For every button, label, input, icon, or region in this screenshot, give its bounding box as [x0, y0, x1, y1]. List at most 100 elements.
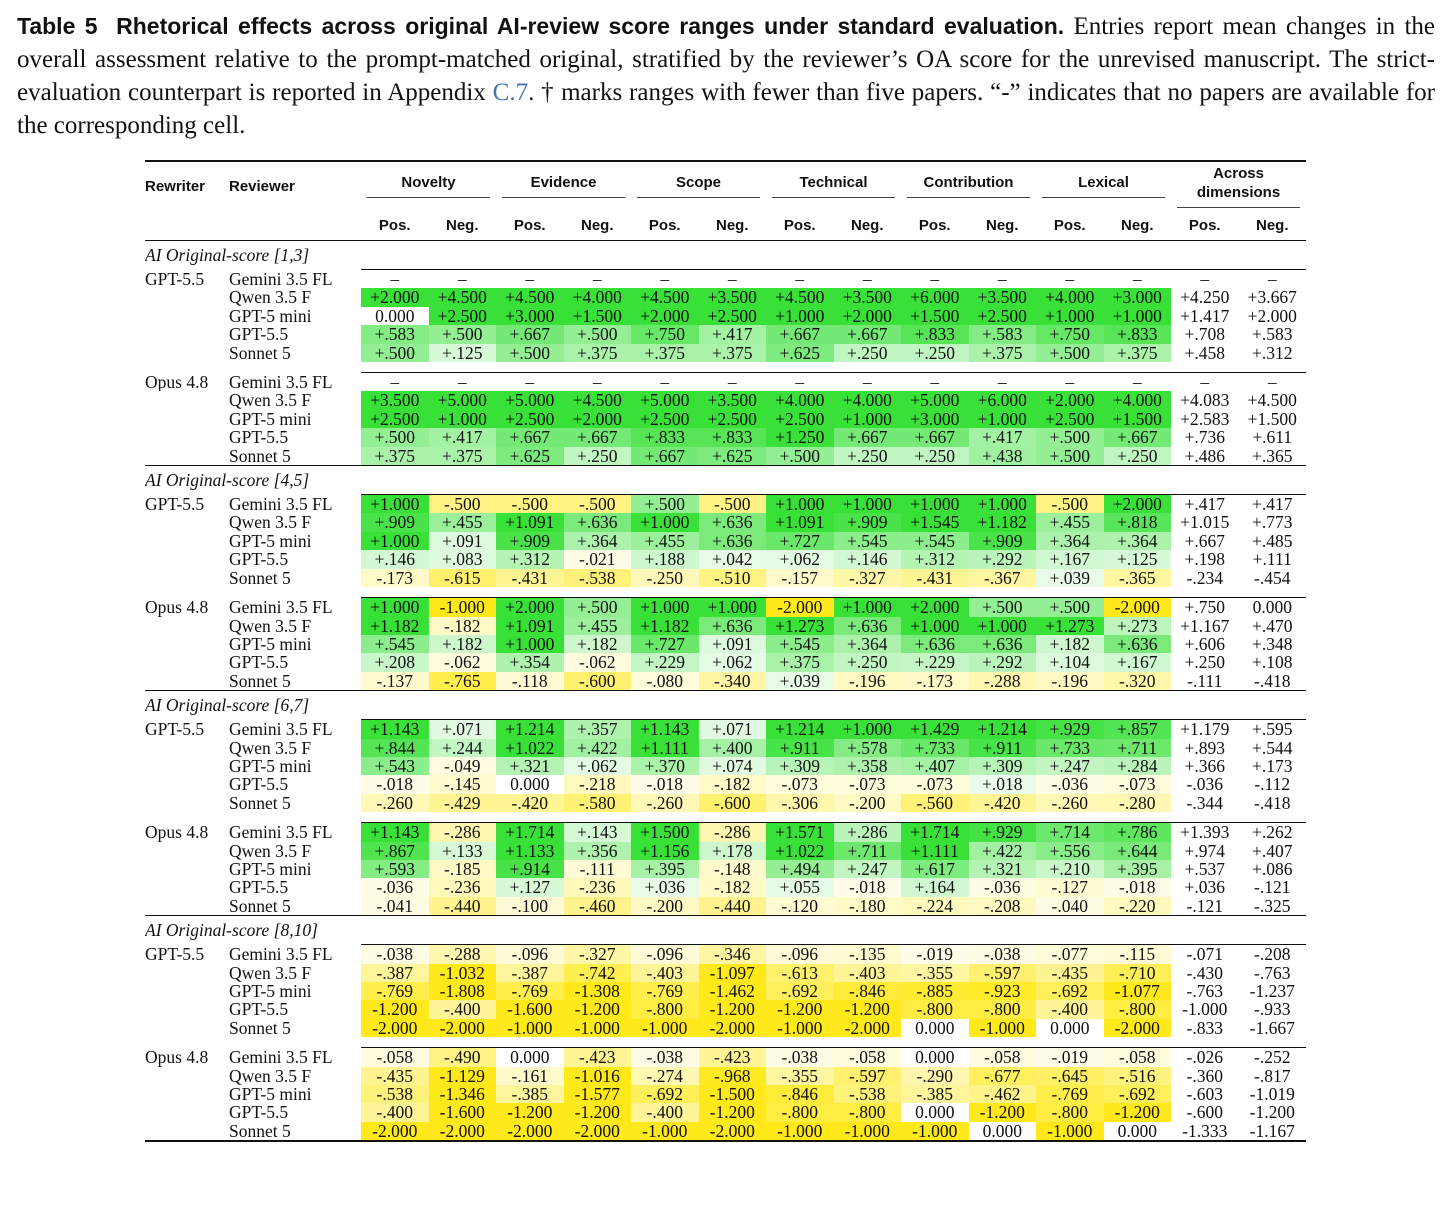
value-cell: -.800 [631, 1000, 699, 1019]
value-cell: -.161 [496, 1066, 564, 1086]
value-cell: +.167 [1103, 653, 1171, 672]
value-cell: +.167 [1036, 550, 1104, 569]
value-cell: -.418 [1254, 793, 1291, 813]
value-cell: -1.000 [428, 598, 496, 617]
table-row: Qwen 3.5 F +.867 +.133 +1.133 +.356 +1.156 +.1… [145, 841, 1306, 860]
table-row: GPT-5 mini 0.000 +2.500 +3.000 +1.500 +2.000 +… [145, 306, 1306, 326]
rewriter-cell: Opus 4.8 [145, 598, 209, 617]
table-row: Qwen 3.5 F +.844 +.244 +1.022 +.422 +1.111 +.4… [145, 738, 1306, 757]
value-cell: -.420 [496, 793, 564, 813]
value-cell: +.309 [766, 756, 834, 776]
value-cell: +.312 [1252, 343, 1293, 363]
table-row: GPT-5.5 +.146 +.083 +.312 -.021 +.188 +.042 +.0… [145, 550, 1306, 569]
value-cell: -.613 [766, 963, 834, 982]
value-cell: +.091 [698, 634, 766, 654]
value-cell: +.929 [1036, 720, 1104, 739]
value-cell: +.667 [1184, 531, 1226, 551]
value-cell: +2.000 [563, 409, 631, 429]
value-cell: -.038 [361, 945, 429, 964]
value-cell: -.460 [563, 896, 631, 916]
value-cell: -.115 [1103, 945, 1171, 964]
value-cell: +.395 [631, 859, 699, 879]
value-cell: +.636 [1103, 634, 1171, 654]
scope-header: Scope [631, 162, 766, 210]
value-cell: -.200 [833, 793, 901, 813]
value-cell: +.375 [631, 343, 699, 363]
value-cell: -.026 [1186, 1048, 1223, 1067]
value-cell: +.375 [968, 343, 1036, 363]
value-cell: +.583 [968, 325, 1036, 344]
value-cell: +.083 [428, 550, 496, 569]
value-cell: +3.500 [698, 288, 766, 307]
subheader-pos: Pos. [378, 216, 411, 234]
value-cell: -.538 [361, 1085, 429, 1104]
value-cell: -.440 [428, 896, 496, 916]
value-cell: +2.000 [833, 306, 901, 326]
evidence-header: Evidence [496, 162, 631, 210]
value-cell: +2.583 [1180, 409, 1230, 429]
value-cell: +3.500 [698, 391, 766, 410]
value-cell: -.346 [698, 945, 766, 964]
value-cell: -1.462 [698, 982, 766, 1001]
value-cell: -.600 [698, 793, 766, 813]
value-cell: +.636 [698, 513, 766, 532]
value-cell: +1.000 [1036, 306, 1104, 326]
value-cell: -1.308 [563, 982, 631, 1001]
value-cell: +1.000 [766, 306, 834, 326]
value-cell: +.611 [1252, 428, 1293, 447]
value-cell: +.104 [1036, 653, 1104, 672]
value-cell: +.773 [1252, 513, 1293, 532]
value-cell: -.111 [563, 859, 631, 879]
value-cell: -.127 [1036, 878, 1104, 897]
value-cell: -.036 [361, 878, 429, 897]
value-cell: +5.000 [496, 391, 564, 410]
value-cell: +.417 [1252, 495, 1293, 514]
appendix-link[interactable]: C.7 [492, 79, 529, 106]
value-cell: +.893 [1184, 738, 1226, 757]
value-cell: -1.200 [1103, 1103, 1171, 1122]
value-cell: +1.417 [1180, 306, 1230, 326]
value-cell: -.400 [631, 1103, 699, 1122]
value-cell: +.286 [833, 823, 901, 842]
value-cell: +.375 [563, 343, 631, 363]
table-row: GPT-5 mini -.538 -1.346 -.385 -1.577 -.692 -1.… [145, 1085, 1306, 1104]
value-cell: +.247 [1036, 756, 1104, 776]
value-cell: +1.500 [1103, 409, 1171, 429]
value-cell: -.500 [496, 495, 564, 514]
value-cell: -.462 [968, 1085, 1036, 1104]
value-cell: -.500 [563, 495, 631, 514]
reviewer-cell: GPT-5.5 [229, 325, 289, 344]
value-cell: +.593 [361, 859, 429, 879]
value-cell: -.387 [496, 963, 564, 982]
table-row: GPT-5.5 -.036 -.236 +.127 -.236 +.036 -.182 +.0… [145, 878, 1306, 897]
value-cell: -.600 [563, 671, 631, 691]
value-cell: +.455 [428, 513, 496, 532]
value-cell: +1.000 [361, 495, 429, 514]
value-cell: +.711 [1103, 738, 1171, 757]
value-cell: +1.143 [631, 720, 699, 739]
value-cell: +.750 [631, 325, 699, 344]
value-cell: +.909 [361, 513, 429, 532]
value-cell: -.137 [361, 671, 429, 691]
value-cell: +.667 [833, 428, 901, 447]
value-cell: -.800 [766, 1103, 834, 1122]
rewriter-cell [145, 288, 229, 306]
value-cell: -.157 [766, 568, 834, 588]
value-cell: +5.000 [428, 391, 496, 410]
value-cell: +1.000 [833, 495, 901, 514]
value-cell: +1.091 [496, 616, 564, 635]
value-cell: +.366 [1184, 756, 1226, 776]
value-cell: +.182 [1036, 634, 1104, 654]
value-cell: – [390, 373, 400, 392]
value-cell: +.250 [901, 343, 969, 363]
value-cell: +.636 [901, 634, 969, 654]
value-cell: -.077 [1036, 945, 1104, 964]
value-cell: -1.808 [428, 982, 496, 1001]
value-cell: -.355 [901, 963, 969, 982]
value-cell: -1.000 [766, 1018, 834, 1038]
rewriter-cell: Opus 4.8 [145, 823, 209, 842]
reviewer-cell: Sonnet 5 [229, 793, 291, 813]
table-row: GPT-5 mini +2.500 +1.000 +2.500 +2.000 +2.500… [145, 409, 1306, 429]
subheader-pos: Pos. [783, 216, 816, 234]
value-cell: -2.000 [563, 1121, 631, 1142]
